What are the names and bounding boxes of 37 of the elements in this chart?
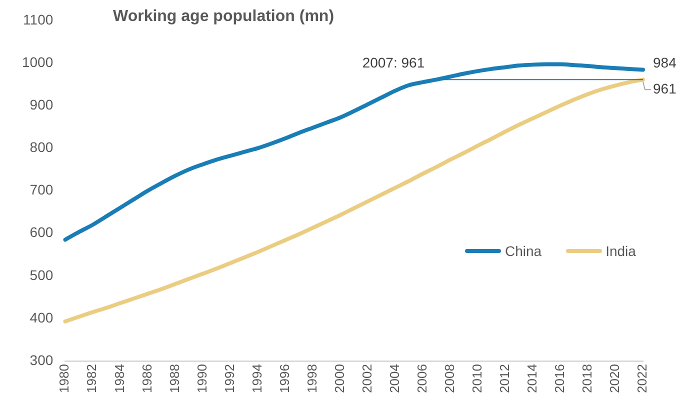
x-tick-label: 2002 (359, 364, 374, 393)
y-tick-label: 300 (30, 352, 54, 368)
x-tick-label: 1998 (304, 364, 320, 393)
legend-label: China (505, 243, 542, 259)
x-tick-label: 1980 (56, 364, 72, 393)
x-tick-label: 2008 (442, 364, 457, 393)
y-tick-label: 400 (30, 309, 54, 326)
y-tick-label: 700 (30, 182, 54, 198)
x-tick-label: 1984 (112, 364, 127, 393)
x-tick-label: 1986 (139, 364, 154, 393)
y-tick-label: 900 (30, 96, 54, 112)
ref-line-label: 2007: 961 (362, 54, 425, 70)
x-tick-label: 2000 (332, 364, 347, 393)
y-tick-label: 1000 (22, 54, 54, 70)
x-tick-label: 2012 (496, 364, 512, 393)
x-tick-label: 2016 (552, 364, 568, 393)
y-tick-label: 600 (30, 224, 54, 240)
x-tick-label: 2004 (386, 364, 402, 393)
chart-title: Working age population (mn) (113, 8, 334, 26)
x-tick-label: 2020 (607, 364, 622, 393)
x-tick-label: 2014 (524, 364, 540, 393)
x-tick-label: 2006 (414, 364, 430, 393)
x-tick-label: 2010 (469, 364, 484, 393)
x-tick-label: 1996 (276, 364, 292, 393)
x-tick-label: 2022 (634, 364, 650, 393)
y-tick-label: 800 (30, 139, 54, 156)
x-tick-label: 1990 (194, 364, 210, 393)
x-tick-label: 1994 (249, 364, 264, 393)
data-label: 961 (653, 80, 677, 96)
y-tick-label: 500 (30, 266, 54, 283)
x-tick-label: 1982 (84, 364, 100, 393)
data-label: 984 (653, 54, 677, 71)
y-tick-label: 1100 (23, 11, 54, 28)
x-tick-label: 1992 (222, 364, 237, 393)
x-tick-label: 2018 (580, 364, 595, 393)
legend-label: India (606, 243, 636, 259)
x-tick-label: 1988 (166, 364, 182, 393)
